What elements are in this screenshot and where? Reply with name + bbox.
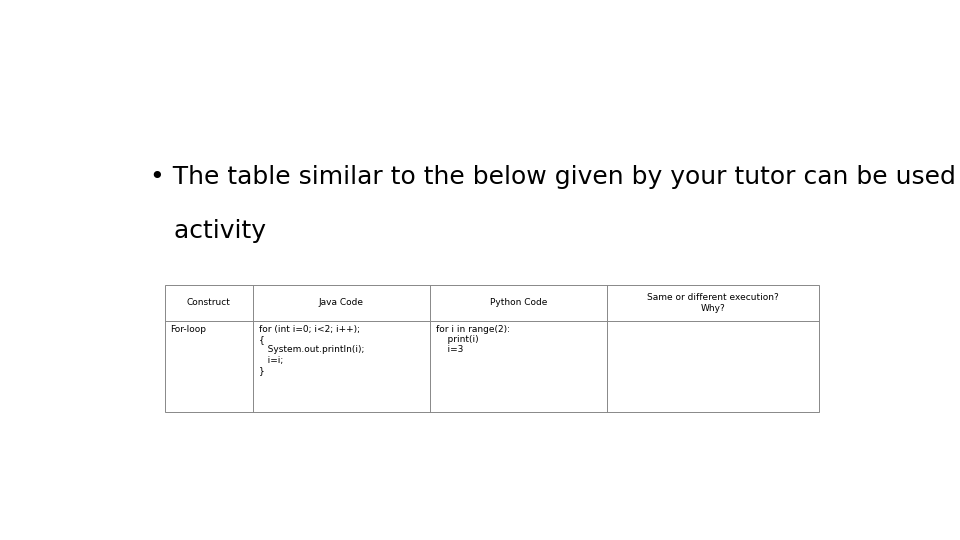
Text: Python Code: Python Code — [490, 298, 547, 307]
Text: Java Code: Java Code — [319, 298, 364, 307]
Text: • The table similar to the below given by your tutor can be used in this: • The table similar to the below given b… — [150, 165, 960, 188]
Text: activity: activity — [150, 219, 266, 242]
Text: Same or different execution?
Why?: Same or different execution? Why? — [647, 293, 779, 313]
Text: For-loop: For-loop — [171, 325, 206, 334]
Text: for i in range(2):
    print(i)
    i=3: for i in range(2): print(i) i=3 — [436, 325, 510, 354]
Text: Construct: Construct — [187, 298, 230, 307]
Text: for (int i=0; i<2; i++);
{
   System.out.println(i);
   i=i;
}: for (int i=0; i<2; i++); { System.out.pr… — [259, 325, 365, 375]
Bar — [165, 285, 819, 412]
